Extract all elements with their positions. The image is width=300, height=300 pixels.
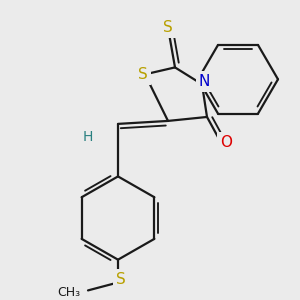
Text: CH₃: CH₃ (57, 286, 80, 299)
Text: S: S (163, 20, 173, 35)
Text: H: H (83, 130, 93, 144)
Text: S: S (116, 272, 126, 287)
Text: N: N (198, 74, 210, 89)
Text: S: S (138, 67, 148, 82)
Text: O: O (220, 135, 232, 150)
